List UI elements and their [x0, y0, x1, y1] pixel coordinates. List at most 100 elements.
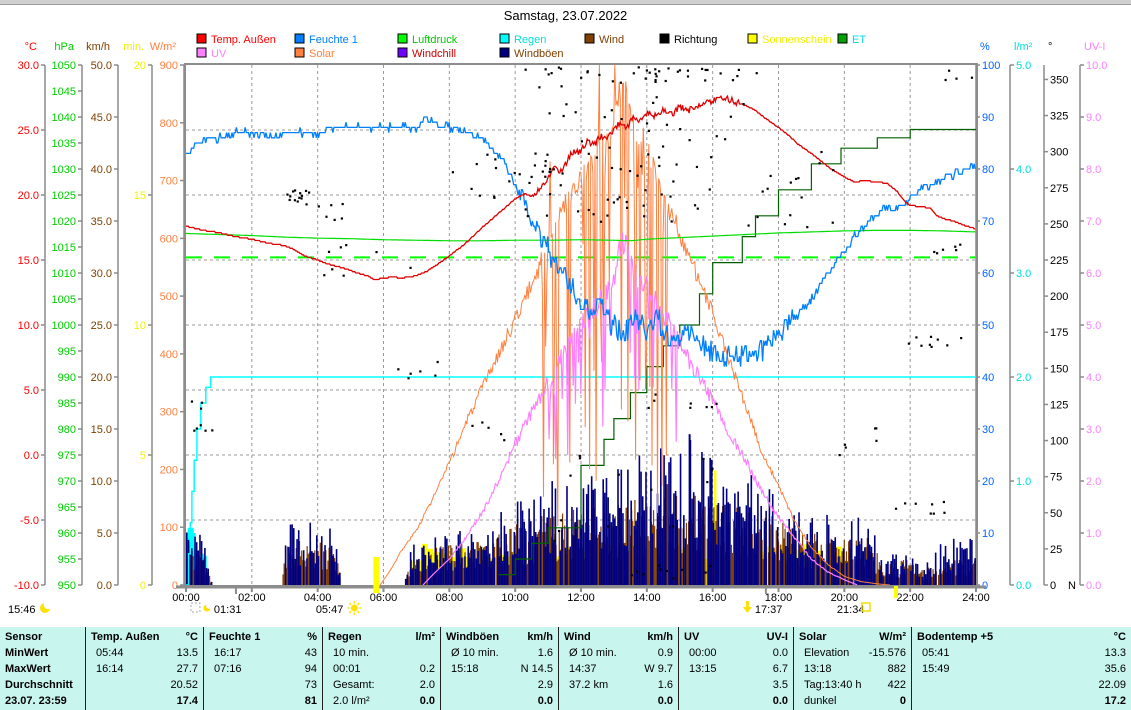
- table-column-header: Temp. Außen °C: [91, 631, 198, 643]
- svg-text:90: 90: [982, 112, 994, 124]
- svg-text:20: 20: [134, 60, 146, 72]
- svg-text:N: N: [1068, 580, 1076, 592]
- svg-text:45.0: 45.0: [91, 112, 112, 124]
- svg-text:15.0: 15.0: [91, 424, 112, 436]
- svg-text:Regen: Regen: [514, 34, 546, 46]
- astro-markers: 15:46 01:31 05:47 17:37 21:34: [8, 557, 898, 616]
- svg-text:70: 70: [982, 216, 994, 228]
- svg-text:20.0: 20.0: [18, 190, 39, 202]
- svg-text:02:00: 02:00: [238, 592, 266, 604]
- table-row: 10 min.: [333, 647, 370, 659]
- svg-text:4.0: 4.0: [1086, 372, 1101, 384]
- table-row-label: MaxWert: [5, 663, 51, 675]
- table-header-sensor: Sensor: [5, 631, 43, 643]
- svg-text:250: 250: [1050, 219, 1068, 231]
- svg-text:15:46: 15:46: [8, 604, 36, 616]
- marker-moon: 15:46: [8, 600, 53, 616]
- svg-text:5.0: 5.0: [24, 385, 39, 397]
- series-feuchte: [186, 116, 976, 367]
- table-row: 13:15 6.7: [689, 663, 788, 675]
- table-row: 22.09: [1098, 679, 1126, 691]
- svg-text:1030: 1030: [52, 164, 76, 176]
- svg-text:300: 300: [1050, 147, 1068, 159]
- svg-text:1035: 1035: [52, 138, 76, 150]
- legend-swatch-Windböen: [499, 47, 510, 58]
- svg-text:900: 900: [160, 60, 178, 72]
- svg-text:325: 325: [1050, 111, 1068, 123]
- svg-text:50: 50: [982, 320, 994, 332]
- svg-text:25.0: 25.0: [91, 320, 112, 332]
- plot-area[interactable]: [186, 65, 976, 585]
- svg-text:0: 0: [140, 580, 146, 592]
- svg-text:500: 500: [160, 291, 178, 303]
- table-column-Feuchte 1: Feuchte 1% 16:17 43 07:16 94 73 81: [203, 627, 322, 710]
- table-row: 73: [304, 679, 317, 691]
- series-richtung: [190, 66, 974, 580]
- svg-text:30: 30: [982, 424, 994, 436]
- marker-sunset: 21:34: [837, 586, 898, 616]
- svg-text:0: 0: [1050, 580, 1056, 592]
- window-top-strip: [0, 0, 1131, 5]
- table-row: 2.0 l/m² 0.0: [333, 695, 435, 707]
- svg-text:Temp. Außen: Temp. Außen: [211, 34, 276, 46]
- table-column-Regen: Regen l/m² 10 min. 00:01 0.2 Gesamt: 2.0 2.0 l/…: [322, 627, 440, 710]
- table-row: dunkel 0: [804, 695, 906, 707]
- svg-text:300: 300: [160, 407, 178, 419]
- chart-title: Samstag, 23.07.2022: [503, 8, 628, 23]
- svg-text:Luftdruck: Luftdruck: [412, 34, 458, 46]
- svg-text:15.0: 15.0: [18, 255, 39, 267]
- svg-text:25: 25: [1050, 544, 1062, 556]
- svg-text:0.0: 0.0: [24, 450, 39, 462]
- svg-text:1025: 1025: [52, 190, 76, 202]
- svg-text:21:34: 21:34: [837, 604, 865, 616]
- svg-text:10: 10: [982, 528, 994, 540]
- table-row: 17.4: [176, 695, 198, 707]
- svg-text:Wind: Wind: [599, 34, 624, 46]
- svg-text:970: 970: [58, 476, 76, 488]
- svg-text:5: 5: [140, 450, 146, 462]
- svg-text:01:31: 01:31: [214, 604, 242, 616]
- svg-text:40.0: 40.0: [91, 164, 112, 176]
- legend-swatch-Richtung: [659, 33, 670, 44]
- svg-text:Feuchte 1: Feuchte 1: [309, 34, 358, 46]
- series-uv: [422, 232, 858, 586]
- svg-text:5.0: 5.0: [1016, 60, 1031, 72]
- grid: [186, 65, 976, 585]
- svg-text:W/m²: W/m²: [150, 41, 177, 53]
- table-row: 37.2 km 1.6: [569, 679, 673, 691]
- marker-sunrise: 05:47: [316, 557, 380, 616]
- table-column-header: Feuchte 1%: [209, 631, 317, 643]
- table-column-Wind: Wind km/h Ø 10 min. 0.9 14:37 W 9.7 37.2 km 1.6…: [558, 627, 678, 710]
- svg-text:18:00: 18:00: [765, 592, 793, 604]
- svg-text:200: 200: [160, 464, 178, 476]
- svg-text:50: 50: [1050, 508, 1062, 520]
- svg-text:l/m²: l/m²: [1014, 41, 1033, 53]
- svg-text:1010: 1010: [52, 268, 76, 280]
- table-row: 05:44 13.5: [96, 647, 198, 659]
- svg-text:05:47: 05:47: [316, 604, 344, 616]
- svg-text:16:00: 16:00: [699, 592, 727, 604]
- svg-text:ET: ET: [852, 34, 866, 46]
- svg-text:60: 60: [982, 268, 994, 280]
- svg-text:100: 100: [160, 522, 178, 534]
- svg-text:955: 955: [58, 554, 76, 566]
- svg-text:7.0: 7.0: [1086, 216, 1101, 228]
- marker-arrow-down: 17:37: [742, 586, 782, 616]
- table-row: 0.0: [657, 695, 673, 707]
- svg-text:800: 800: [160, 118, 178, 130]
- table-row: Elevation -15.576: [804, 647, 906, 659]
- svg-text:5.0: 5.0: [1086, 320, 1101, 332]
- svg-text:5.0: 5.0: [97, 528, 112, 540]
- svg-text:20:00: 20:00: [831, 592, 859, 604]
- svg-text:275: 275: [1050, 183, 1068, 195]
- svg-text:990: 990: [58, 372, 76, 384]
- svg-text:175: 175: [1050, 327, 1068, 339]
- svg-text:0.0: 0.0: [97, 580, 112, 592]
- table-column-header: Windböen km/h: [446, 631, 553, 643]
- legend-swatch-Luftdruck: [397, 33, 408, 44]
- table-column-Windböen: Windböen km/h Ø 10 min. 1.6 15:18 N 14.5 2.9 0.…: [440, 627, 558, 710]
- svg-text:975: 975: [58, 450, 76, 462]
- table-column-Solar: Solar W/m² Elevation -15.576 13:18 882 Tag:13:…: [793, 627, 911, 710]
- svg-text:24:00: 24:00: [962, 592, 990, 604]
- svg-text:125: 125: [1050, 399, 1068, 411]
